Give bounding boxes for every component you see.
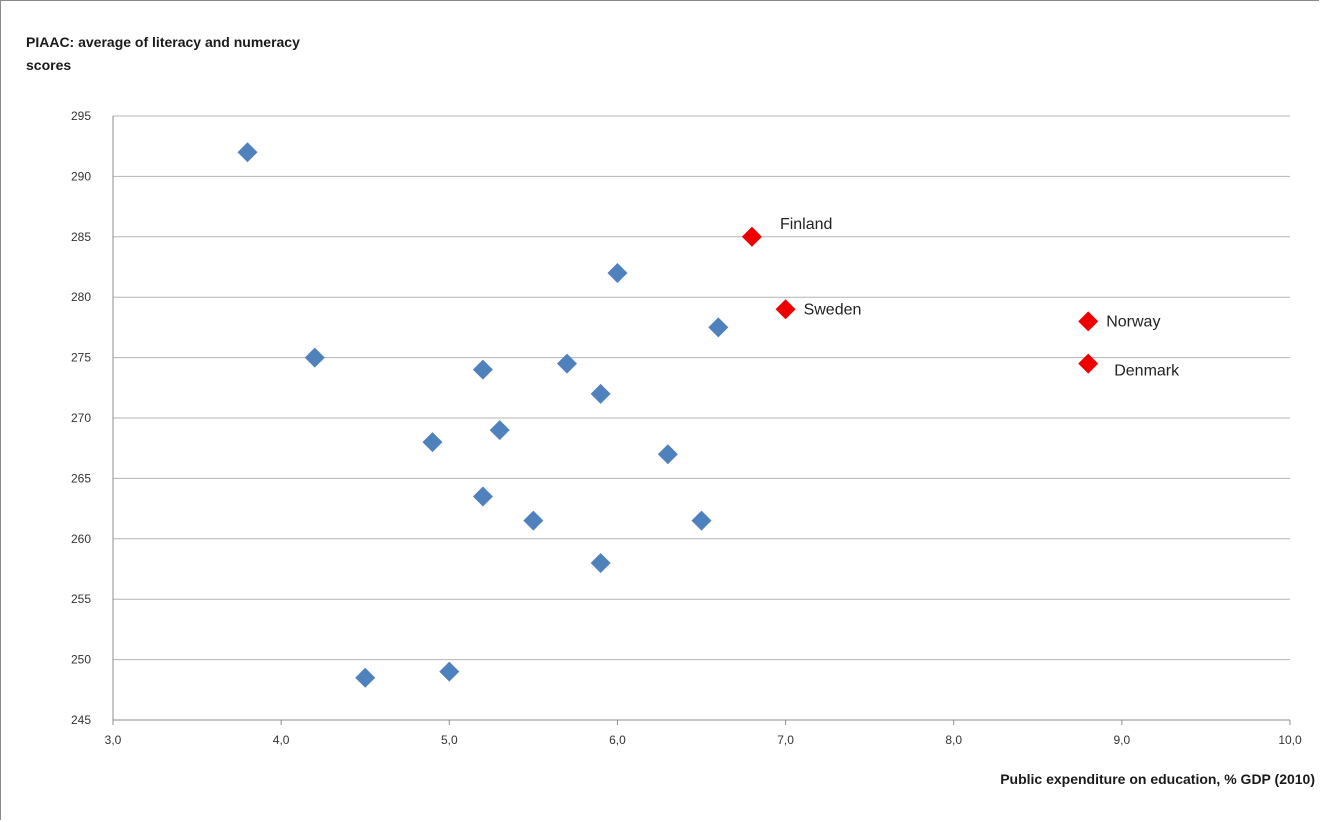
point-label-finland: Finland <box>780 216 832 233</box>
data-point <box>590 383 611 404</box>
x-tick-label: 7,0 <box>777 733 794 747</box>
gridlines <box>113 115 1290 661</box>
y-tick-label: 255 <box>71 592 91 606</box>
x-tick-label: 8,0 <box>945 733 962 747</box>
y-tick-label: 295 <box>71 109 91 123</box>
data-point <box>355 667 376 688</box>
data-point <box>237 142 258 163</box>
x-tick-label: 6,0 <box>609 733 626 747</box>
x-tick-label: 5,0 <box>441 733 458 747</box>
y-tick-label: 290 <box>71 169 91 183</box>
data-points <box>237 142 1099 688</box>
data-point-norway <box>1078 311 1099 332</box>
x-tick-label: 10,0 <box>1278 733 1302 747</box>
x-tick-label: 4,0 <box>273 733 290 747</box>
data-point <box>607 263 628 284</box>
data-point-sweden <box>775 299 796 320</box>
x-tick-label: 3,0 <box>105 733 122 747</box>
point-label-norway: Norway <box>1106 313 1160 330</box>
x-axis-title: Public expenditure on education, % GDP (… <box>1000 771 1315 787</box>
point-label-denmark: Denmark <box>1114 363 1180 380</box>
y-tick-label: 275 <box>71 351 91 365</box>
data-point <box>657 444 678 465</box>
axes <box>112 116 1291 725</box>
data-point <box>472 359 493 380</box>
y-tick-label: 250 <box>71 653 91 667</box>
x-tick-labels: 3,0 4,0 5,0 6,0 7,0 8,0 9,0 10,0 <box>105 733 1302 747</box>
point-label-sweden: Sweden <box>804 301 862 318</box>
data-point <box>691 510 712 531</box>
y-tick-label: 285 <box>71 230 91 244</box>
data-point <box>304 347 325 368</box>
data-point <box>556 353 577 374</box>
y-tick-label: 265 <box>71 471 91 485</box>
y-axis-title: PIAAC: average of literacy and numeracy … <box>26 34 300 73</box>
y-tick-label: 280 <box>71 290 91 304</box>
y-tick-label: 245 <box>71 713 91 727</box>
y-tick-label: 260 <box>71 532 91 546</box>
y-tick-labels: 295 290 285 280 275 270 265 260 255 250 245 <box>71 109 91 727</box>
data-point <box>422 432 443 453</box>
data-point-finland <box>741 226 762 247</box>
data-point-denmark <box>1078 353 1099 374</box>
data-point <box>439 661 460 682</box>
x-tick-label: 9,0 <box>1114 733 1131 747</box>
data-point <box>472 486 493 507</box>
data-point <box>590 552 611 573</box>
data-point <box>523 510 544 531</box>
y-tick-label: 270 <box>71 411 91 425</box>
point-annotations: Finland Sweden Norway Denmark <box>780 216 1180 380</box>
data-point <box>708 317 729 338</box>
data-point <box>489 420 510 441</box>
